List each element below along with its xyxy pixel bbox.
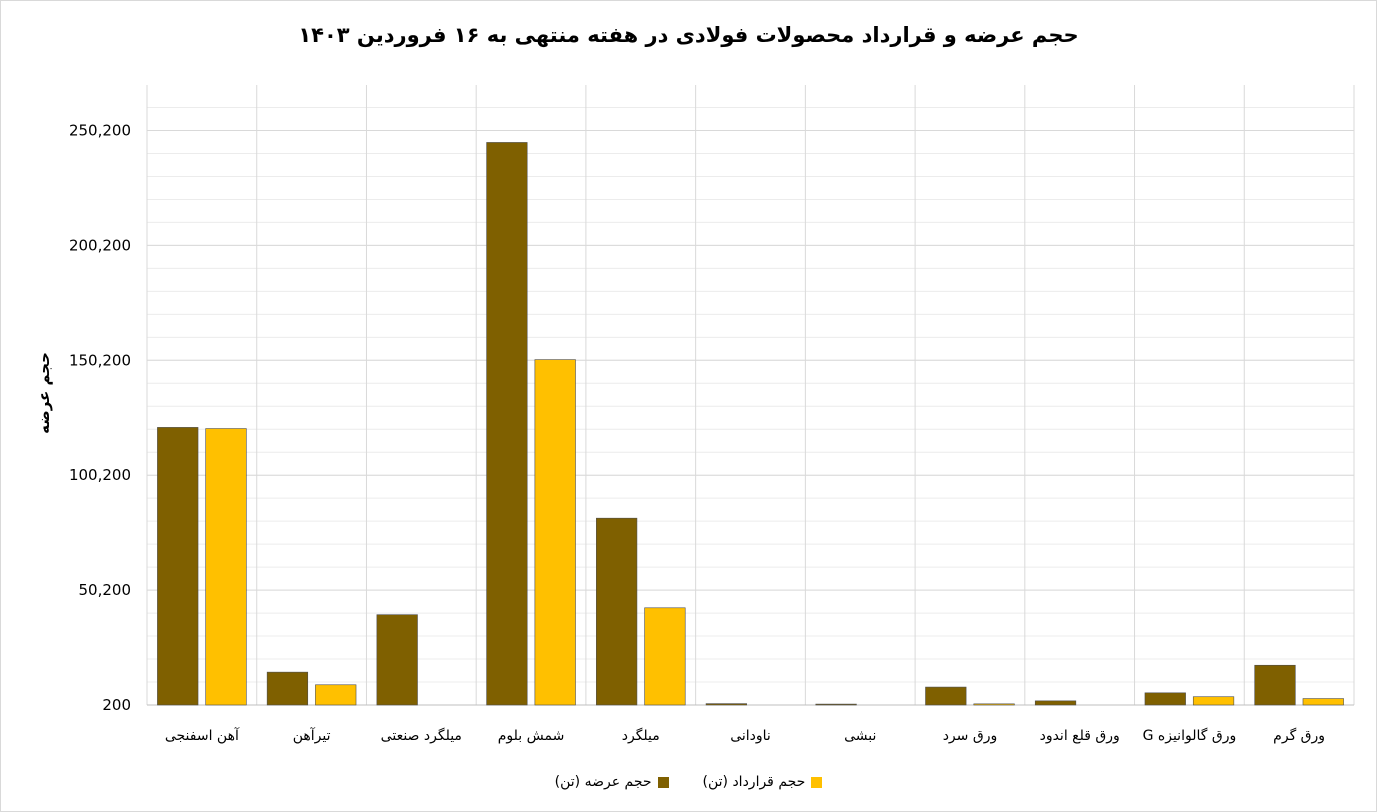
bar-contract <box>1192 696 1235 706</box>
category-label: میلگرد صنعتی <box>381 727 462 744</box>
bar-supply <box>1034 700 1077 706</box>
legend-swatch <box>811 776 823 788</box>
y-tick-label: 100,200 <box>69 466 131 484</box>
y-tick-label: 250,200 <box>69 122 131 140</box>
bars <box>157 142 1344 706</box>
legend-item-supply: حجم عرضه (تن) <box>555 774 669 790</box>
category-label: ناودانی <box>730 728 771 744</box>
category-label: میلگرد <box>622 727 660 744</box>
category-label: تیرآهن <box>293 727 331 744</box>
bar-contract <box>315 684 357 706</box>
y-tick-label: 200 <box>102 696 131 714</box>
legend-label: حجم قرارداد (تن) <box>702 774 806 790</box>
category-label: شمش بلوم <box>498 728 565 744</box>
legend-label: حجم عرضه (تن) <box>554 774 652 790</box>
y-axis-label: حجم عرضه <box>35 352 53 434</box>
bar-supply <box>376 614 418 706</box>
bar-contract <box>644 607 686 706</box>
bar-contract <box>534 359 576 706</box>
bar-supply <box>266 671 309 706</box>
bar-contract <box>1302 698 1344 706</box>
category-labels: آهن اسفنجی تیرآهن میلگرد صنعتی شمش بلوم میلگ… <box>165 727 1325 744</box>
bar-supply <box>596 517 638 706</box>
bar-supply <box>815 703 857 706</box>
bar-supply <box>157 427 199 706</box>
category-label: ورق گالوانیزه G <box>1143 727 1237 744</box>
y-tick-labels: 200 50,200 100,200 150,200 200,200 250,200 <box>69 122 131 714</box>
bar-supply <box>925 686 967 706</box>
grid-layer <box>146 85 1355 706</box>
y-tick-label: 50,200 <box>79 581 132 599</box>
legend-item-contract: حجم قرارداد (تن) <box>703 774 823 790</box>
bar-contract <box>973 703 1015 706</box>
y-tick-label: 200,200 <box>69 236 131 254</box>
bar-supply <box>705 703 747 706</box>
y-tick-label: 150,200 <box>69 351 131 369</box>
chart-title: حجم عرضه و قرارداد محصولات فولادی در هفت… <box>298 23 1079 47</box>
category-label: آهن اسفنجی <box>165 727 240 744</box>
bar-supply <box>1254 664 1296 706</box>
category-label: ورق قلع اندود <box>1040 728 1120 744</box>
bar-supply <box>1144 692 1186 706</box>
legend-swatch <box>657 776 669 788</box>
legend: حجم عرضه (تن) حجم قرارداد (تن) <box>1 774 1376 790</box>
category-label: نبشی <box>844 728 876 744</box>
category-label: ورق سرد <box>943 728 998 744</box>
bar-contract <box>205 428 247 706</box>
bar-supply <box>486 142 528 706</box>
category-label: ورق گرم <box>1273 727 1325 744</box>
